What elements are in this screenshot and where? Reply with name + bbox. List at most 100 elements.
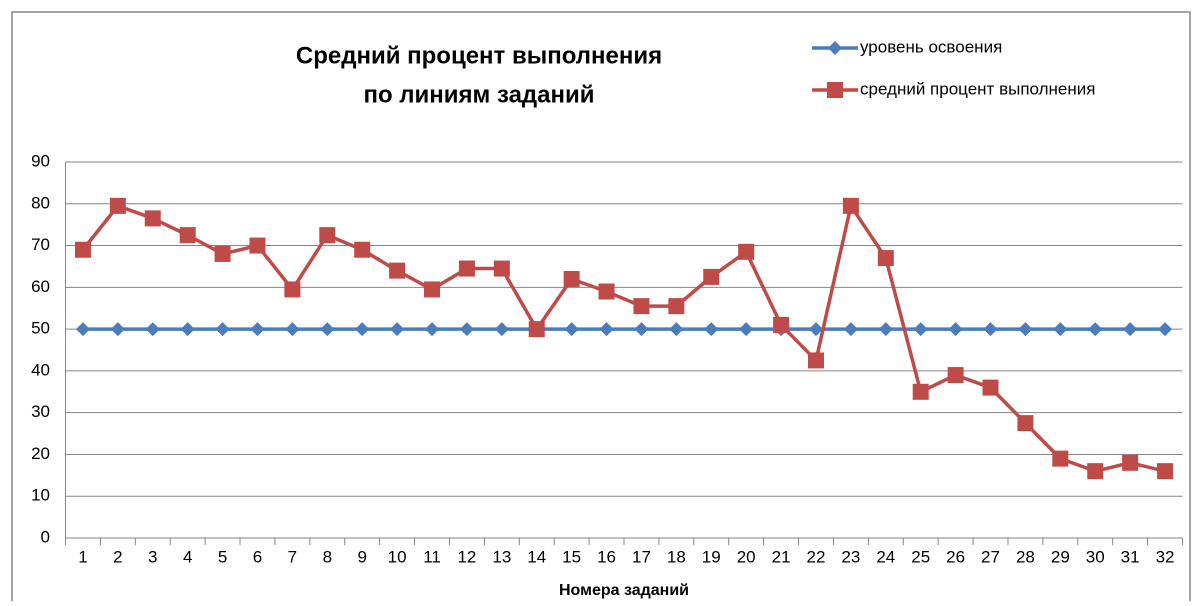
- x-axis-label: Номера заданий: [559, 582, 689, 599]
- x-tick-label: 25: [911, 547, 930, 566]
- marker: [494, 322, 509, 337]
- x-tick-label: 29: [1051, 547, 1070, 566]
- x-tick-label: 16: [597, 547, 616, 566]
- y-tick-label: 80: [31, 193, 50, 212]
- marker: [948, 322, 963, 337]
- legend-label: уровень освоения: [860, 37, 1002, 56]
- x-tick-label: 30: [1086, 547, 1105, 566]
- marker: [947, 367, 964, 384]
- marker: [913, 322, 928, 337]
- marker: [493, 260, 510, 277]
- y-tick-label: 0: [41, 527, 50, 546]
- marker: [808, 322, 823, 337]
- marker: [878, 322, 893, 337]
- marker: [828, 41, 842, 55]
- marker: [145, 322, 160, 337]
- chart-title: Средний процент выполнения: [296, 42, 662, 69]
- marker: [249, 237, 266, 254]
- y-tick-label: 30: [31, 402, 50, 421]
- marker: [319, 227, 336, 244]
- x-tick-label: 27: [981, 547, 1000, 566]
- x-tick-label: 9: [357, 547, 366, 566]
- x-tick-label: 14: [527, 547, 546, 566]
- marker: [74, 241, 91, 258]
- marker: [390, 322, 405, 337]
- x-tick-label: 23: [841, 547, 860, 566]
- x-tick-label: 22: [807, 547, 826, 566]
- marker: [354, 241, 371, 258]
- marker: [180, 322, 195, 337]
- y-tick-label: 40: [31, 360, 50, 379]
- marker: [1088, 322, 1103, 337]
- marker: [458, 260, 475, 277]
- marker: [1017, 415, 1034, 432]
- marker: [110, 322, 125, 337]
- x-tick-label: 28: [1016, 547, 1035, 566]
- chart-title: по линиям заданий: [363, 81, 594, 108]
- marker: [982, 379, 999, 396]
- x-tick-label: 13: [492, 547, 511, 566]
- marker: [389, 262, 406, 279]
- marker: [668, 298, 685, 315]
- marker: [1087, 463, 1104, 480]
- x-tick-label: 20: [737, 547, 756, 566]
- x-tick-label: 24: [876, 547, 895, 566]
- marker: [425, 322, 440, 337]
- marker: [1018, 322, 1033, 337]
- chart-border: [11, 11, 1191, 606]
- x-tick-label: 7: [288, 547, 297, 566]
- marker: [1053, 322, 1068, 337]
- marker: [983, 322, 998, 337]
- marker: [564, 322, 579, 337]
- x-tick-label: 10: [388, 547, 407, 566]
- marker: [773, 316, 790, 333]
- marker: [599, 322, 614, 337]
- y-tick-label: 90: [31, 151, 50, 170]
- x-tick-label: 18: [667, 547, 686, 566]
- x-tick-label: 4: [183, 547, 192, 566]
- marker: [739, 322, 754, 337]
- x-tick-label: 6: [253, 547, 262, 566]
- marker: [528, 321, 545, 338]
- x-tick-label: 31: [1121, 547, 1140, 566]
- marker: [1123, 322, 1138, 337]
- marker: [250, 322, 265, 337]
- marker: [215, 322, 230, 337]
- marker: [807, 352, 824, 369]
- marker: [703, 268, 720, 285]
- x-tick-label: 11: [423, 547, 441, 566]
- marker: [1122, 454, 1139, 471]
- marker: [144, 210, 161, 227]
- y-tick-label: 20: [31, 444, 50, 463]
- x-tick-label: 3: [148, 547, 157, 566]
- marker: [704, 322, 719, 337]
- marker: [912, 383, 929, 400]
- marker: [563, 270, 580, 287]
- marker: [424, 281, 441, 298]
- x-tick-label: 2: [113, 547, 122, 566]
- marker: [598, 283, 615, 300]
- x-tick-label: 15: [562, 547, 581, 566]
- marker: [669, 322, 684, 337]
- marker: [1052, 450, 1069, 467]
- marker: [355, 322, 370, 337]
- marker: [109, 197, 126, 214]
- marker: [633, 298, 650, 315]
- y-tick-label: 50: [31, 319, 50, 338]
- marker: [75, 322, 90, 337]
- marker: [1157, 463, 1174, 480]
- x-tick-label: 26: [946, 547, 965, 566]
- marker: [285, 322, 300, 337]
- y-tick-label: 70: [31, 235, 50, 254]
- marker: [634, 322, 649, 337]
- marker: [842, 197, 859, 214]
- y-tick-label: 60: [31, 277, 50, 296]
- legend-label: средний процент выполнения: [860, 79, 1095, 98]
- x-tick-label: 5: [218, 547, 227, 566]
- x-tick-label: 32: [1156, 547, 1175, 566]
- x-tick-label: 1: [78, 547, 87, 566]
- marker: [214, 245, 231, 262]
- marker: [320, 322, 335, 337]
